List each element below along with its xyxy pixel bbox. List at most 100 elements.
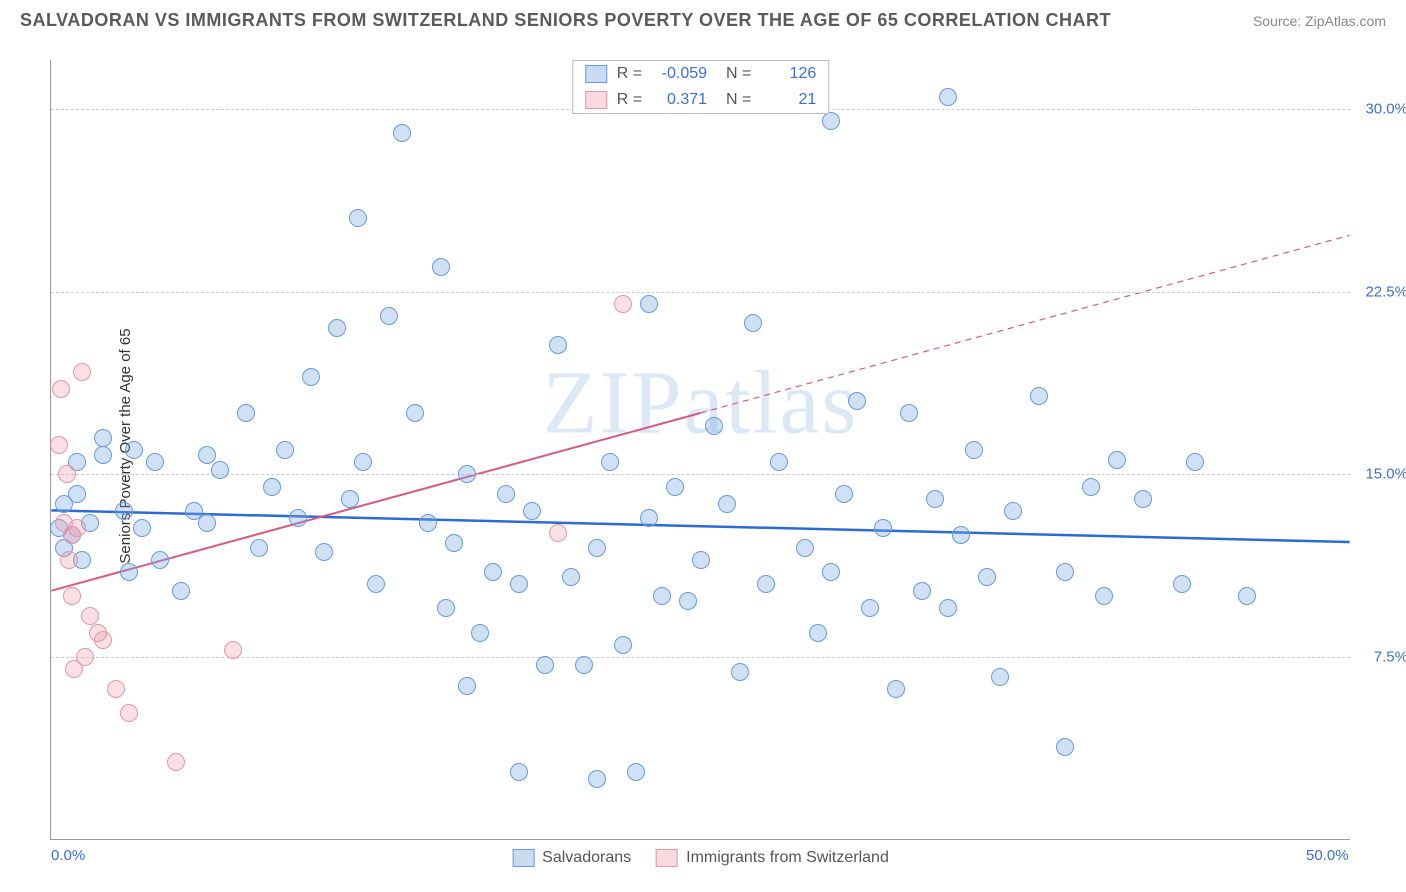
data-point bbox=[640, 509, 658, 527]
data-point bbox=[549, 524, 567, 542]
gridline bbox=[51, 474, 1350, 475]
data-point bbox=[432, 258, 450, 276]
data-point bbox=[341, 490, 359, 508]
data-point bbox=[926, 490, 944, 508]
data-point bbox=[458, 677, 476, 695]
swatch-pink bbox=[656, 849, 678, 867]
y-tick-label: 15.0% bbox=[1365, 466, 1406, 483]
data-point bbox=[302, 368, 320, 386]
data-point bbox=[510, 763, 528, 781]
data-point bbox=[913, 582, 931, 600]
data-point bbox=[978, 568, 996, 586]
n-label: N = bbox=[717, 91, 751, 109]
data-point bbox=[198, 446, 216, 464]
data-point bbox=[484, 563, 502, 581]
data-point bbox=[419, 514, 437, 532]
n-value-swiss: 21 bbox=[761, 91, 816, 109]
data-point bbox=[1056, 563, 1074, 581]
data-point bbox=[94, 631, 112, 649]
legend-row-salvadorans: R = -0.059 N = 126 bbox=[573, 61, 829, 87]
data-point bbox=[146, 453, 164, 471]
data-point bbox=[63, 587, 81, 605]
data-point bbox=[115, 502, 133, 520]
data-point bbox=[848, 392, 866, 410]
source-attribution: Source: ZipAtlas.com bbox=[1253, 13, 1386, 29]
data-point bbox=[68, 519, 86, 537]
data-point bbox=[757, 575, 775, 593]
data-point bbox=[1056, 738, 1074, 756]
data-point bbox=[549, 336, 567, 354]
data-point bbox=[120, 563, 138, 581]
swatch-blue bbox=[512, 849, 534, 867]
data-point bbox=[523, 502, 541, 520]
data-point bbox=[1238, 587, 1256, 605]
data-point bbox=[939, 88, 957, 106]
gridline bbox=[51, 657, 1350, 658]
data-point bbox=[52, 380, 70, 398]
data-point bbox=[822, 112, 840, 130]
data-point bbox=[887, 680, 905, 698]
n-value-salvadorans: 126 bbox=[761, 65, 816, 83]
data-point bbox=[437, 599, 455, 617]
data-point bbox=[952, 526, 970, 544]
data-point bbox=[536, 656, 554, 674]
data-point bbox=[1186, 453, 1204, 471]
data-point bbox=[94, 446, 112, 464]
data-point bbox=[991, 668, 1009, 686]
data-point bbox=[562, 568, 580, 586]
x-tick-label: 50.0% bbox=[1306, 847, 1349, 864]
data-point bbox=[861, 599, 879, 617]
data-point bbox=[692, 551, 710, 569]
data-point bbox=[1004, 502, 1022, 520]
data-point bbox=[588, 770, 606, 788]
correlation-legend: R = -0.059 N = 126 R = 0.371 N = 21 bbox=[572, 60, 830, 114]
data-point bbox=[835, 485, 853, 503]
data-point bbox=[120, 704, 138, 722]
data-point bbox=[289, 509, 307, 527]
legend-label: Salvadorans bbox=[542, 849, 631, 867]
data-point bbox=[237, 404, 255, 422]
chart-title: SALVADORAN VS IMMIGRANTS FROM SWITZERLAN… bbox=[20, 10, 1111, 31]
data-point bbox=[1082, 478, 1100, 496]
data-point bbox=[68, 485, 86, 503]
data-point bbox=[73, 363, 91, 381]
chart-plot-area: ZIPatlas R = -0.059 N = 126 R = 0.371 N … bbox=[50, 60, 1350, 840]
gridline bbox=[51, 292, 1350, 293]
data-point bbox=[354, 453, 372, 471]
data-point bbox=[349, 209, 367, 227]
data-point bbox=[133, 519, 151, 537]
data-point bbox=[718, 495, 736, 513]
x-tick-label: 0.0% bbox=[51, 847, 85, 864]
data-point bbox=[315, 543, 333, 561]
data-point bbox=[653, 587, 671, 605]
data-point bbox=[497, 485, 515, 503]
data-point bbox=[1030, 387, 1048, 405]
r-label: R = bbox=[617, 91, 642, 109]
data-point bbox=[250, 539, 268, 557]
data-point bbox=[614, 636, 632, 654]
y-tick-label: 30.0% bbox=[1365, 100, 1406, 117]
data-point bbox=[1095, 587, 1113, 605]
data-point bbox=[900, 404, 918, 422]
data-point bbox=[588, 539, 606, 557]
series-legend: Salvadorans Immigrants from Switzerland bbox=[512, 849, 889, 867]
data-point bbox=[172, 582, 190, 600]
legend-item-swiss: Immigrants from Switzerland bbox=[656, 849, 889, 867]
data-point bbox=[705, 417, 723, 435]
data-point bbox=[939, 599, 957, 617]
data-point bbox=[575, 656, 593, 674]
data-point bbox=[263, 478, 281, 496]
data-point bbox=[1134, 490, 1152, 508]
data-point bbox=[796, 539, 814, 557]
data-point bbox=[809, 624, 827, 642]
data-point bbox=[627, 763, 645, 781]
data-point bbox=[151, 551, 169, 569]
watermark: ZIPatlas bbox=[543, 351, 859, 454]
data-point bbox=[367, 575, 385, 593]
legend-row-swiss: R = 0.371 N = 21 bbox=[573, 87, 829, 113]
data-point bbox=[125, 441, 143, 459]
r-value-swiss: 0.371 bbox=[652, 91, 707, 109]
data-point bbox=[1173, 575, 1191, 593]
data-point bbox=[744, 314, 762, 332]
data-point bbox=[471, 624, 489, 642]
